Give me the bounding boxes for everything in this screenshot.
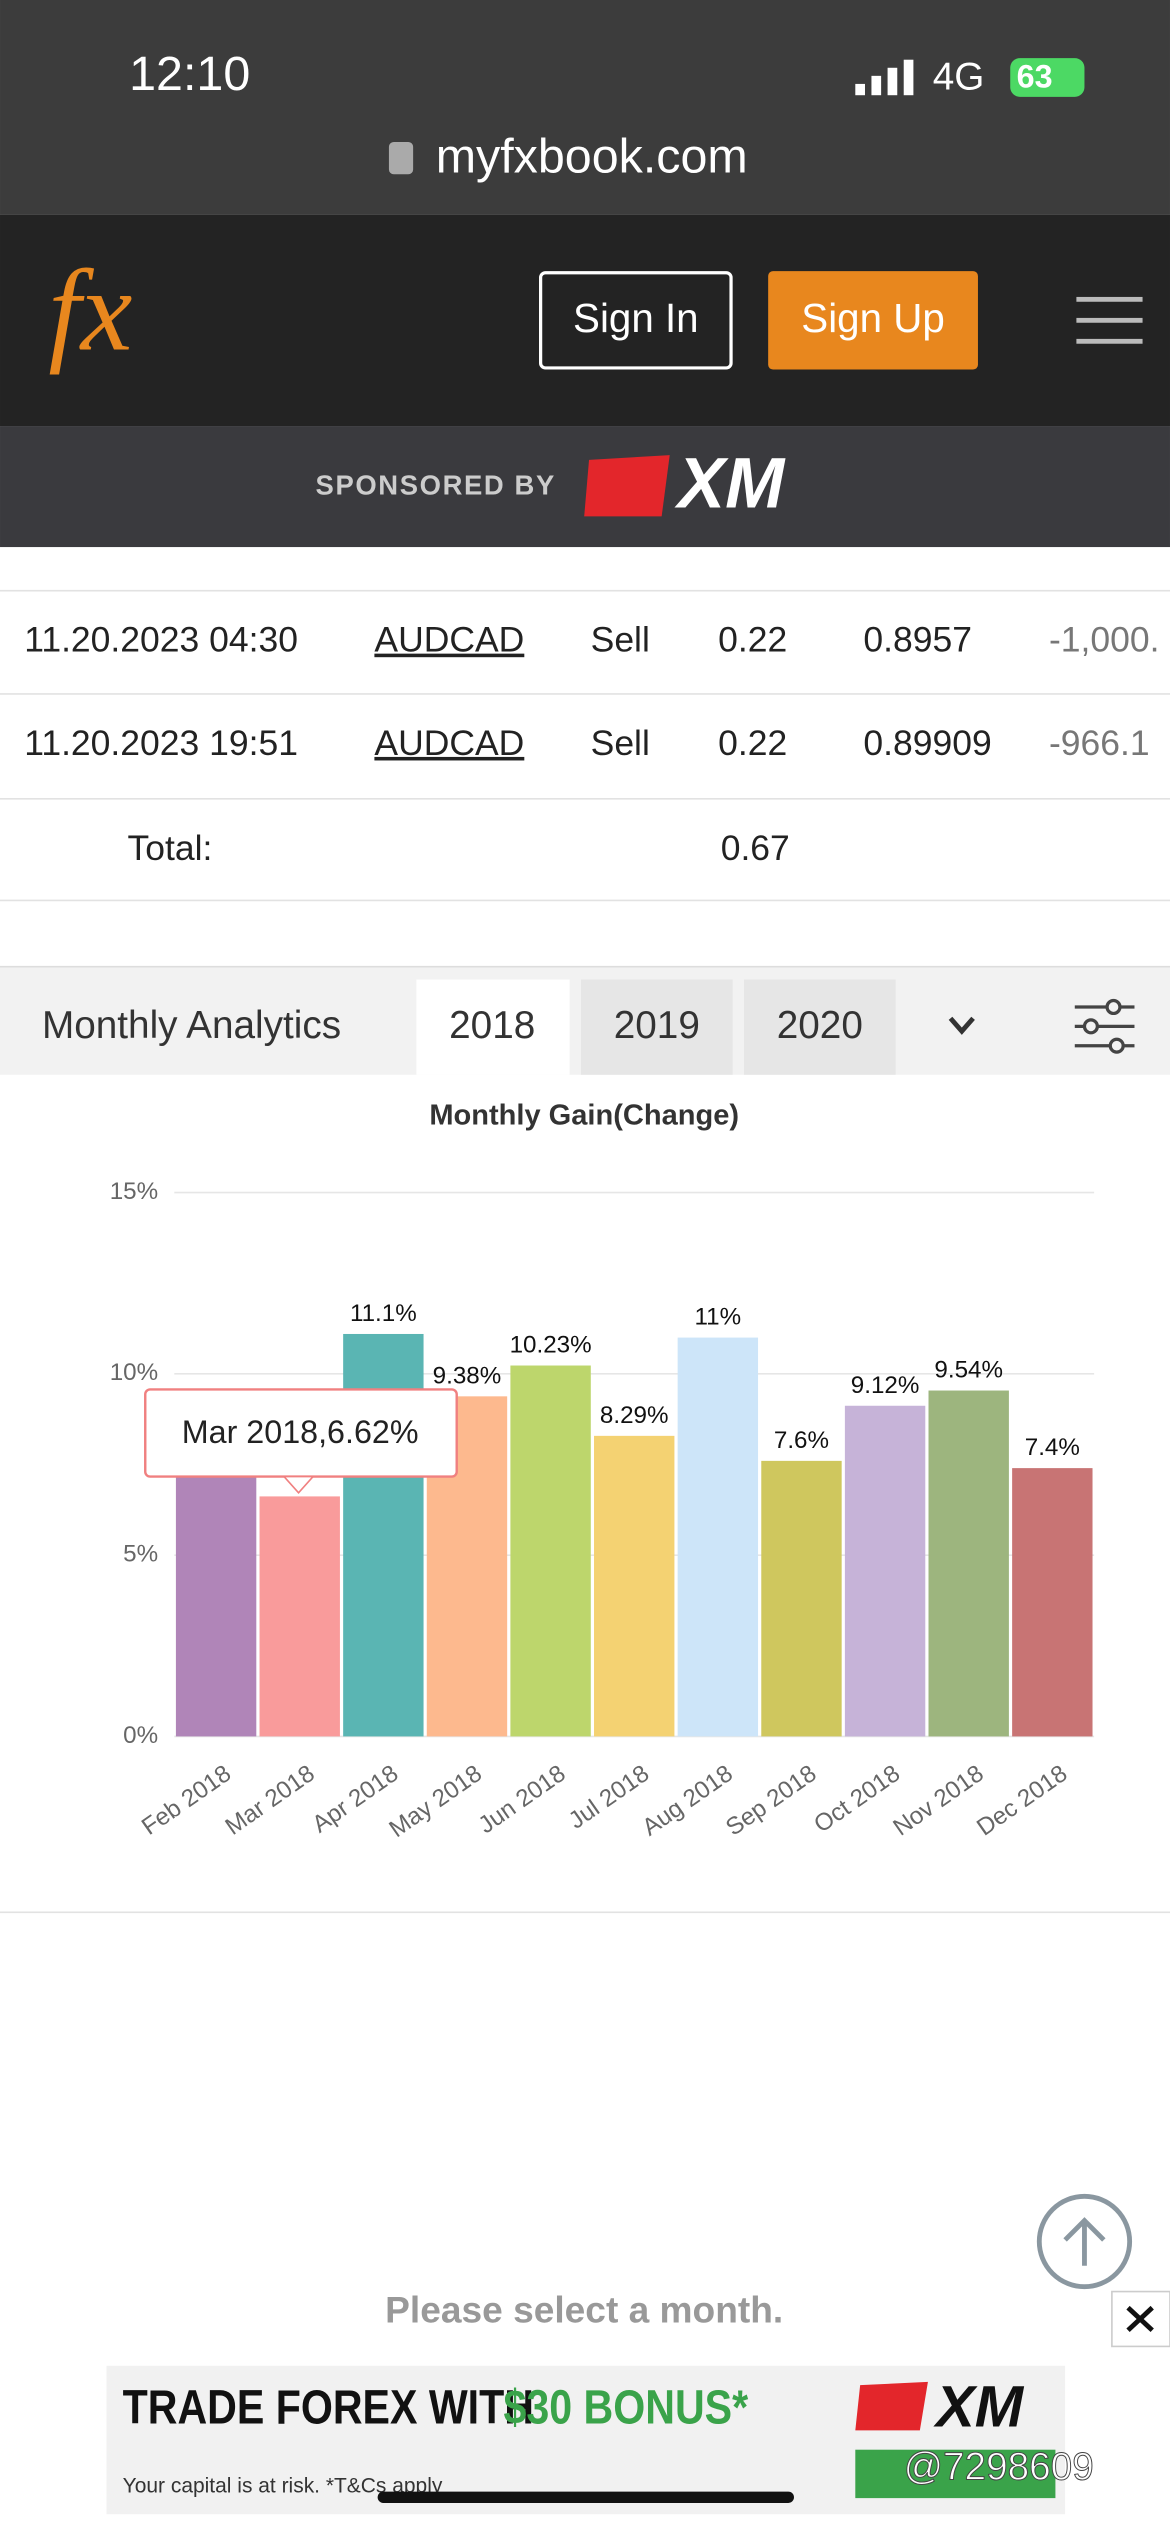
sponsor-bar — [0, 426, 1170, 548]
sponsor-label: SPONSORED BY — [316, 470, 556, 501]
bar — [1012, 1468, 1093, 1737]
x-tick-label: Sep 2018 — [721, 1760, 821, 1842]
data-label: 9.54% — [934, 1357, 1003, 1384]
x-tick-label: Jun 2018 — [474, 1760, 571, 1839]
ad-disclaimer: Your capital is at risk. *T&Cs apply — [123, 2474, 443, 2497]
home-indicator — [377, 2491, 794, 2503]
table-cell: 0.8957 — [863, 620, 972, 660]
url: myfxbook.com — [436, 130, 748, 184]
ad-bonus: $30 BONUS* — [504, 2380, 749, 2435]
table-cell[interactable]: AUDCAD — [374, 723, 524, 763]
table-cell: 0.22 — [718, 620, 787, 660]
total-label: Total: — [127, 828, 212, 868]
tab-label[interactable]: 2020 — [777, 1004, 863, 1047]
bar — [510, 1365, 591, 1737]
bar — [928, 1390, 1009, 1737]
time: 12:10 — [129, 47, 250, 101]
bar — [761, 1460, 842, 1737]
battery — [1010, 58, 1085, 97]
bar — [594, 1435, 675, 1737]
y-tick-label: 10% — [110, 1359, 158, 1386]
table-cell[interactable]: AUDCAD — [374, 620, 524, 660]
bar — [844, 1405, 926, 1737]
trades-table: Total: 0.67 11.20.2023 04:30 AUDCAD Sell 0.… — [0, 589, 1170, 902]
tab-active[interactable] — [416, 979, 570, 1075]
menu-icon[interactable] — [1076, 296, 1143, 344]
tab[interactable] — [743, 979, 896, 1075]
ad-brand: XM — [933, 2374, 1025, 2439]
tab[interactable] — [580, 979, 733, 1075]
dropdown-icon[interactable] — [948, 1016, 975, 1035]
table-cell: 0.89909 — [863, 723, 991, 763]
data-label: 9.38% — [433, 1362, 502, 1389]
table-cell: -1,000. — [1049, 620, 1160, 660]
total-value: 0.67 — [721, 828, 790, 868]
battery-level: 63 — [1017, 59, 1053, 95]
tabs-title: Monthly Analytics — [42, 1004, 341, 1047]
data-label: 10.23% — [510, 1332, 592, 1359]
data-label: 7.6% — [774, 1427, 829, 1454]
table-cell: 11.20.2023 04:30 — [24, 620, 298, 660]
x-tick-label: May 2018 — [384, 1760, 487, 1843]
table-cell: 11.20.2023 19:51 — [24, 723, 298, 763]
y-tick-label: 15% — [110, 1178, 158, 1205]
x-tick-label: Oct 2018 — [809, 1760, 905, 1838]
network: 4G — [933, 55, 985, 98]
sign-in-button[interactable] — [539, 271, 733, 370]
tab-label[interactable]: 2019 — [614, 1004, 700, 1047]
x-tick-label: Dec 2018 — [972, 1760, 1072, 1842]
bar — [175, 1446, 257, 1737]
empty-message: Please select a month. — [385, 2288, 783, 2330]
y-tick-label: 5% — [123, 1541, 158, 1568]
data-label: 8.29% — [600, 1402, 669, 1429]
ad-headline: TRADE FOREX WITH — [123, 2380, 534, 2435]
sign-in-label[interactable]: Sign In — [573, 295, 699, 341]
sponsor-brand: XM — [674, 445, 786, 524]
status-bar — [0, 0, 1170, 215]
bar — [677, 1337, 759, 1737]
table-cell: -966.1 — [1049, 723, 1150, 763]
x-tick-label: Feb 2018 — [137, 1760, 236, 1841]
x-tick-label: Nov 2018 — [888, 1760, 988, 1842]
sign-up-button[interactable] — [768, 271, 978, 370]
table-cell: Sell — [591, 620, 650, 660]
filter-icon[interactable] — [1074, 998, 1135, 1054]
sign-up-label[interactable]: Sign Up — [801, 295, 944, 341]
chart: Monthly Gain(Change) 0%5%10%15%Feb 2018M… — [110, 1099, 1095, 1843]
x-tick-label: Aug 2018 — [638, 1760, 738, 1842]
data-label: 11% — [695, 1304, 742, 1331]
tooltip-text: Mar 2018,6.62% — [182, 1414, 419, 1450]
tooltip-pointer — [282, 1475, 315, 1494]
table-cell: Sell — [591, 723, 650, 763]
signal — [855, 59, 914, 96]
watermark: @7298609 — [904, 2445, 1094, 2488]
logo[interactable]: fx — [48, 246, 132, 375]
sponsor-icon — [584, 455, 670, 517]
chart-title: Monthly Gain(Change) — [429, 1099, 739, 1131]
bar — [259, 1496, 340, 1737]
table-cell: 0.22 — [718, 723, 787, 763]
data-label: 9.12% — [851, 1372, 920, 1399]
lock-icon — [388, 142, 414, 175]
data-label: 11.1% — [350, 1300, 417, 1327]
x-tick-label: Mar 2018 — [221, 1760, 320, 1841]
data-label: 7.4% — [1025, 1434, 1080, 1461]
y-tick-label: 0% — [123, 1722, 158, 1749]
tab-label[interactable]: 2018 — [449, 1004, 535, 1047]
